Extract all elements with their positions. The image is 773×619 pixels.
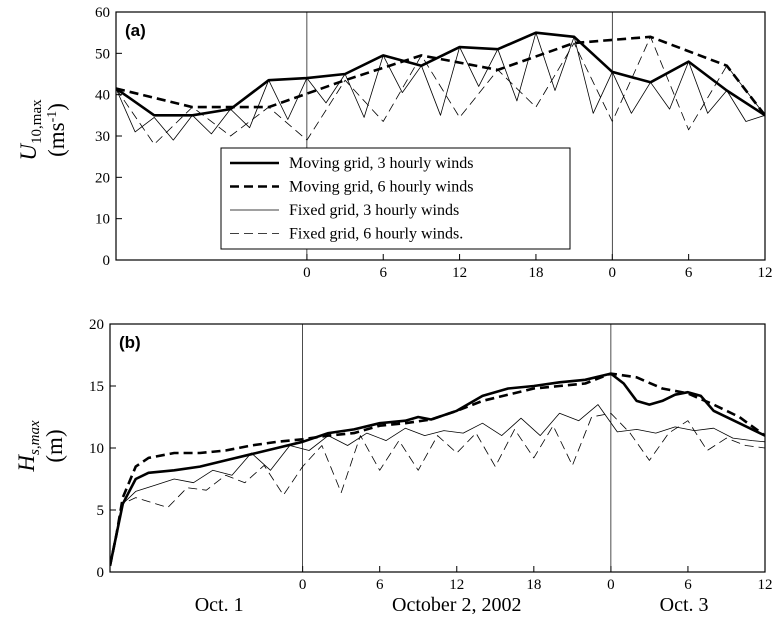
x-tick-label: 0	[303, 265, 311, 281]
y-tick-label: 20	[95, 170, 110, 186]
legend-entry: Moving grid, 6 hourly winds	[289, 179, 473, 196]
y-tick-label: 15	[89, 379, 104, 395]
x-tick-label: 18	[526, 577, 541, 593]
y-axis-unit: (m)	[42, 429, 67, 462]
series-line-2	[110, 372, 765, 567]
panel-a: 0 10 20 30 40 50 60 0 6 12 18 0 6 12 (a) U10,max (ms-1)	[16, 5, 773, 281]
date-label: Oct. 3	[660, 594, 709, 616]
series-line-4	[116, 36, 765, 145]
x-tick-label: 0	[299, 577, 307, 593]
legend: Moving grid, 3 hourly winds Moving grid, …	[220, 147, 571, 250]
x-tick-label: 6	[379, 265, 387, 281]
x-tick-label: 6	[376, 577, 384, 593]
y-tick-label: 20	[89, 317, 104, 333]
legend-entry: Moving grid, 3 hourly winds	[289, 155, 473, 172]
y-axis-unit: (ms-1)	[44, 103, 69, 157]
series-line-1	[110, 372, 765, 567]
legend-box	[220, 147, 571, 250]
panel-label: (b)	[119, 333, 141, 352]
date-label: October 2, 2002	[392, 594, 521, 616]
series-line-1	[116, 31, 765, 117]
legend-entry: Fixed grid, 3 hourly winds	[289, 202, 459, 219]
date-labels: Oct. 1 October 2, 2002 Oct. 3	[195, 594, 709, 616]
y-tick-label: 5	[97, 503, 105, 519]
x-tick-label: 12	[449, 577, 464, 593]
series-line-3	[116, 32, 765, 141]
x-tick-label: 12	[452, 265, 467, 281]
y-tick-label: 10	[89, 441, 104, 457]
x-tick-label: 0	[607, 577, 615, 593]
x-tick-label: 6	[685, 265, 693, 281]
y-tick-label: 30	[95, 129, 110, 145]
panel-label: (a)	[125, 21, 146, 40]
y-tick-label: 0	[97, 565, 105, 581]
plot-frame	[109, 323, 766, 573]
date-label: Oct. 1	[195, 594, 244, 616]
panel-b: 0 5 10 15 20 0 6 12 18 0 6 12 (b) Hs,max (m)	[14, 317, 773, 593]
x-tick-label: 12	[758, 577, 773, 593]
y-tick-label: 40	[95, 88, 110, 104]
series-line-3	[110, 404, 765, 566]
y-tick-label: 60	[95, 5, 110, 21]
x-tick-label: 12	[758, 265, 773, 281]
x-tick-label: 6	[684, 577, 692, 593]
y-axis-label: Hs,max	[14, 420, 43, 473]
x-tick-label: 18	[528, 265, 543, 281]
legend-entry: Fixed grid, 6 hourly winds.	[289, 226, 463, 243]
y-tick-label: 10	[95, 212, 110, 228]
x-tick-label: 0	[609, 265, 617, 281]
series-line-4	[110, 412, 765, 566]
y-tick-label: 50	[95, 46, 110, 62]
series-line-2	[116, 35, 765, 117]
y-tick-label: 0	[103, 253, 111, 269]
y-axis-label: U10,max	[16, 99, 45, 161]
